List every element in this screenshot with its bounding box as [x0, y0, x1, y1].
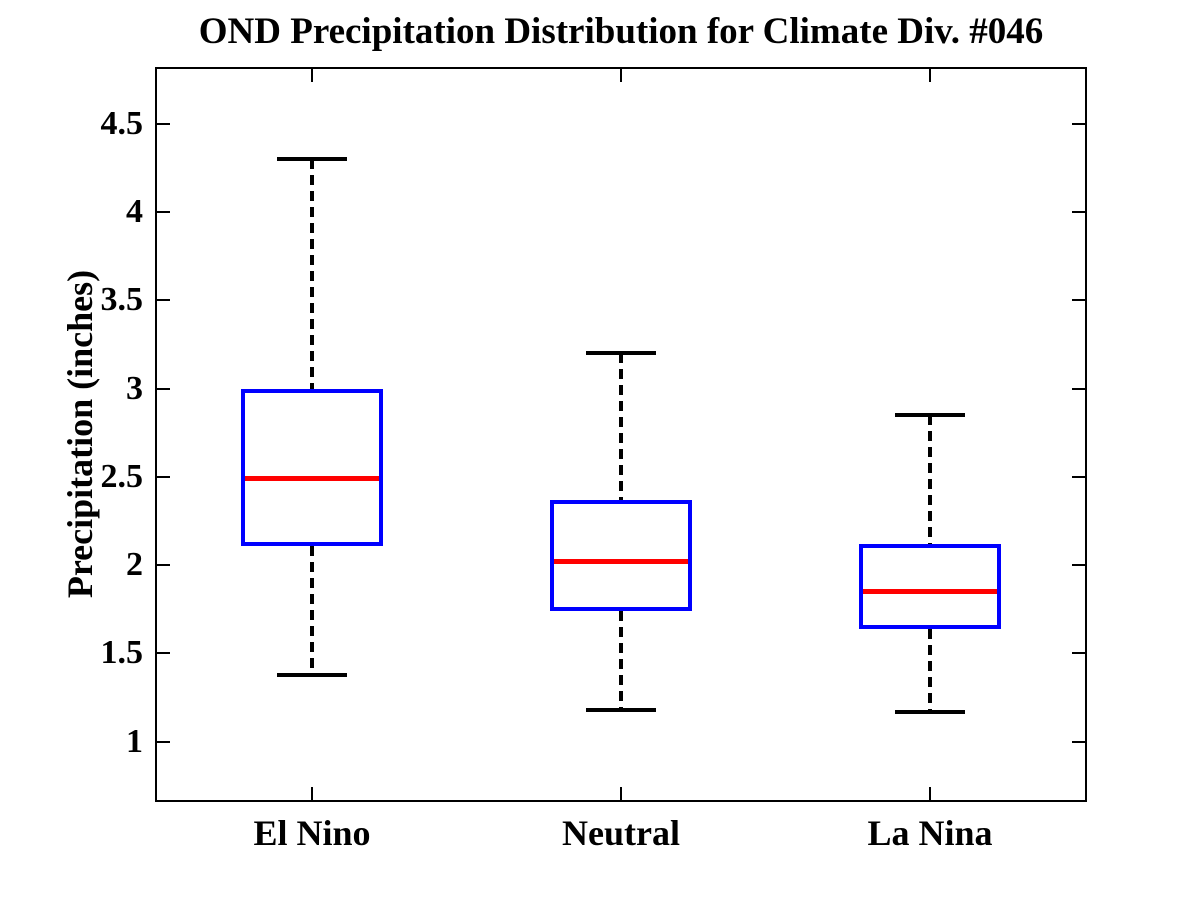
y-tick-mark-right: [1072, 211, 1085, 213]
y-tick-mark: [157, 476, 170, 478]
y-tick-mark-right: [1072, 388, 1085, 390]
upper-whisker-cap: [586, 351, 656, 355]
y-tick-mark: [157, 652, 170, 654]
y-tick-mark-right: [1072, 652, 1085, 654]
upper-whisker-cap: [895, 413, 965, 417]
upper-whisker: [310, 159, 314, 389]
x-tick-mark-top: [311, 69, 313, 82]
y-tick-mark-right: [1072, 299, 1085, 301]
x-category-label: La Nina: [867, 813, 993, 853]
median-line: [245, 476, 379, 481]
lower-whisker: [310, 546, 314, 675]
y-tick-mark-right: [1072, 476, 1085, 478]
lower-whisker: [619, 611, 623, 710]
box: [550, 500, 692, 611]
y-tick-mark: [157, 211, 170, 213]
box: [859, 544, 1001, 629]
y-tick-mark-right: [1072, 123, 1085, 125]
lower-whisker-cap: [586, 708, 656, 712]
chart-title: OND Precipitation Distribution for Clima…: [198, 11, 1044, 52]
y-tick-label: 4.5: [100, 105, 144, 142]
lower-whisker: [928, 629, 932, 712]
y-tick-label: 2: [126, 546, 143, 583]
x-tick-mark-top: [929, 69, 931, 82]
median-line: [863, 589, 997, 594]
y-tick-mark-right: [1072, 564, 1085, 566]
y-tick-label: 1.5: [100, 634, 144, 671]
x-category-label: Neutral: [562, 813, 680, 853]
upper-whisker: [619, 353, 623, 500]
y-tick-mark: [157, 564, 170, 566]
y-tick-mark-right: [1072, 741, 1085, 743]
y-tick-mark: [157, 741, 170, 743]
upper-whisker: [928, 415, 932, 544]
y-tick-label: 3.5: [100, 281, 144, 318]
box: [241, 389, 383, 546]
y-tick-mark: [157, 299, 170, 301]
y-tick-label: 3: [126, 370, 143, 407]
y-tick-label: 2.5: [100, 458, 144, 495]
lower-whisker-cap: [895, 710, 965, 714]
x-tick-mark: [620, 787, 622, 800]
y-tick-label: 4: [126, 193, 143, 230]
x-tick-mark-top: [620, 69, 622, 82]
y-tick-label: 1: [126, 723, 143, 760]
lower-whisker-cap: [277, 673, 347, 677]
x-category-label: El Nino: [253, 813, 371, 853]
plot-area: [155, 67, 1087, 802]
y-tick-mark: [157, 123, 170, 125]
median-line: [554, 559, 688, 564]
upper-whisker-cap: [277, 157, 347, 161]
x-tick-mark: [929, 787, 931, 800]
x-tick-mark: [311, 787, 313, 800]
y-tick-mark: [157, 388, 170, 390]
